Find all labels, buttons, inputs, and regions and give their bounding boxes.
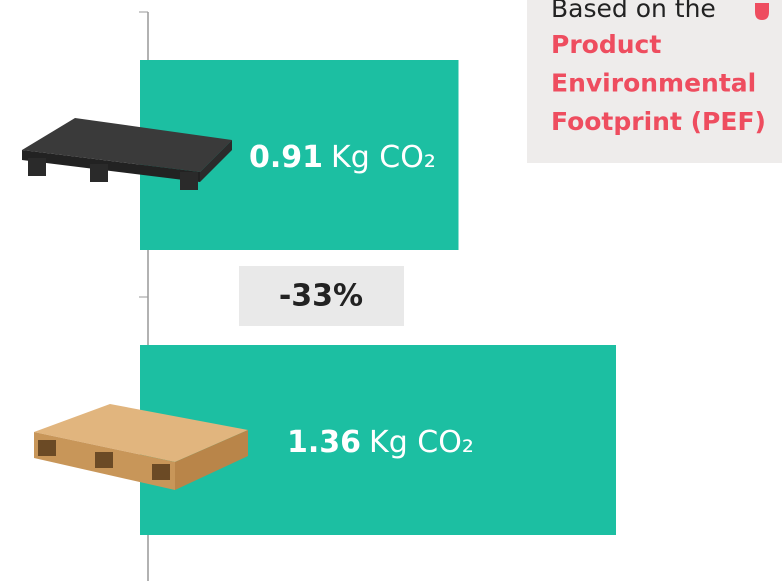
annotation-box [239,266,404,326]
value: 0.91 [249,140,323,175]
plastic-pallet [22,118,232,190]
note-highlight: Product [551,30,661,59]
annotation: -33% [279,279,363,314]
note-box [527,0,782,163]
unit: Kg CO₂ [369,425,474,460]
value-label: 0.91 Kg CO₂ [249,140,436,175]
note-icon [755,3,769,20]
note-highlight: Footprint (PEF) [551,107,766,136]
unit: Kg CO₂ [331,140,436,175]
note-highlight: Environmental [551,69,756,98]
wood-pallet [34,404,248,490]
value: 1.36 [287,425,361,460]
value-label: 1.36 Kg CO₂ [287,425,474,460]
note-intro: Based on the [551,0,716,23]
